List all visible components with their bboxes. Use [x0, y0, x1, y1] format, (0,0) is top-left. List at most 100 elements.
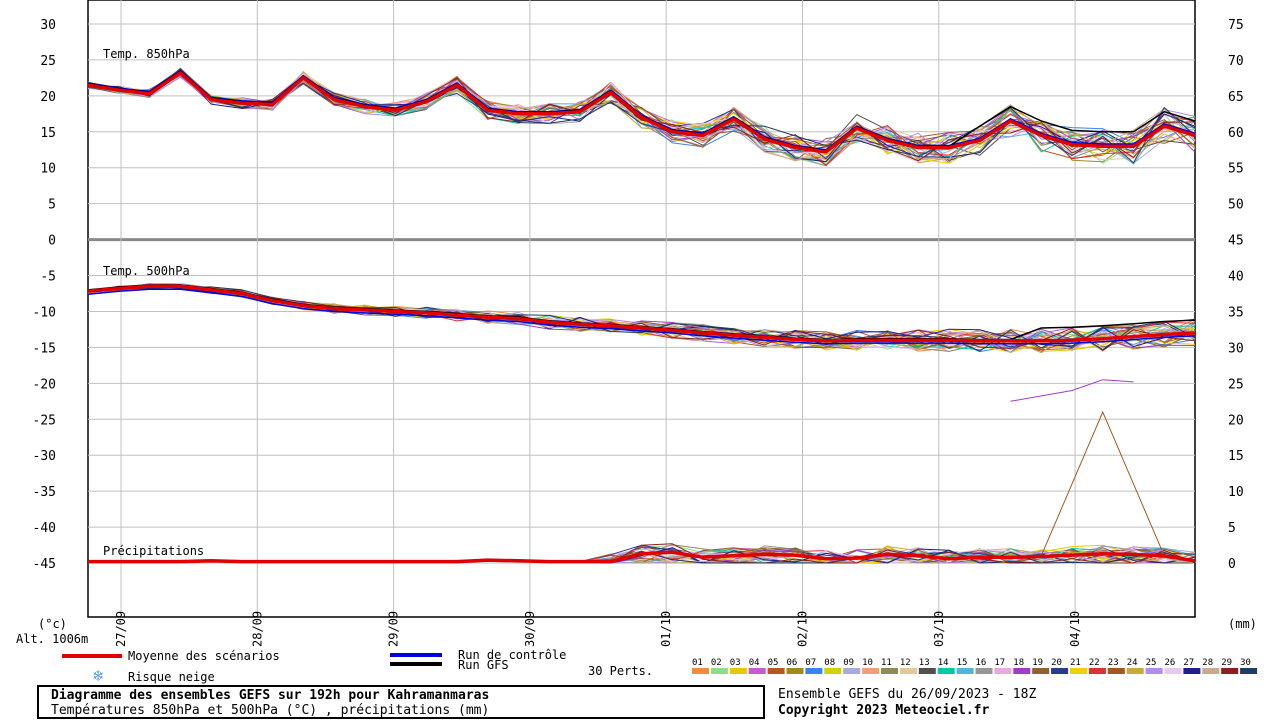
left-tick-label: 5	[48, 198, 56, 213]
perturbation-id-label: 13	[919, 658, 930, 668]
perturbation-swatch	[1070, 668, 1087, 674]
perturbation-id-label: 26	[1165, 658, 1176, 668]
perturbation-id-label: 18	[1013, 658, 1024, 668]
perturbation-id-label: 15	[957, 658, 968, 668]
right-unit-label: (mm)	[1228, 617, 1257, 631]
chart-subtitle: Températures 850hPa et 500hPa (°C) , pré…	[51, 703, 490, 718]
perturbation-id-label: 09	[843, 658, 854, 668]
perturbation-id-label: 29	[1221, 658, 1232, 668]
date-label: 28/09	[250, 611, 264, 647]
perturbation-swatch	[899, 668, 917, 674]
plot-frame	[87, 0, 1196, 618]
perturbation-low-line	[1010, 379, 1134, 402]
left-tick-label: -40	[33, 521, 56, 536]
left-unit-label: (°c)	[38, 617, 67, 631]
precip-mean-line	[88, 550, 1196, 564]
perturbation-id-label: 02	[711, 658, 722, 668]
perturbation-t500-line	[87, 286, 1196, 352]
perturbation-id-label: 12	[900, 658, 911, 668]
right-tick-label: 60	[1228, 126, 1244, 141]
perturbation-swatch	[918, 668, 936, 674]
right-tick-label: 5	[1228, 521, 1236, 536]
perturbation-t850-line	[87, 72, 1196, 153]
perturbation-swatch	[805, 668, 823, 674]
perturbation-t850-line	[87, 68, 1196, 162]
perturbation-swatch	[1088, 668, 1106, 674]
perturbation-swatch	[729, 668, 747, 674]
right-tick-label: 15	[1228, 449, 1244, 464]
perturbation-id-label: 22	[1089, 658, 1100, 668]
perturbation-swatch	[1051, 668, 1069, 674]
left-axis-ticks: 30 25 20 15 10 5 0 -5 -10 -15 -20 -25 -30 -35 -40 -45	[33, 18, 56, 572]
perturbation-swatch	[692, 668, 709, 674]
date-label: 30/09	[523, 611, 537, 647]
left-tick-label: 10	[40, 162, 56, 177]
snow-icon: ❄	[92, 667, 105, 685]
perturbation-swatch	[1202, 668, 1220, 674]
left-tick-label: -20	[33, 377, 56, 392]
date-label: 03/10	[932, 611, 946, 647]
left-tick-label: -10	[33, 305, 56, 320]
perturbation-id-label: 04	[749, 658, 760, 668]
gfs-t850-line	[87, 70, 1196, 152]
t850-mean-line	[87, 71, 1196, 154]
perturbation-id-label: 27	[1183, 658, 1194, 668]
perturbation-swatch	[767, 668, 785, 674]
legend-gfs-label: Run GFS	[458, 658, 509, 672]
date-label: 29/09	[387, 611, 401, 647]
perturbation-swatch	[843, 668, 861, 674]
right-tick-label: 10	[1228, 485, 1244, 500]
control-t850-line	[87, 69, 1196, 151]
perturbation-swatch	[994, 668, 1012, 674]
right-tick-label: 35	[1228, 305, 1244, 320]
perturbation-id-label: 21	[1070, 658, 1081, 668]
left-tick-label: 15	[40, 126, 56, 141]
perturbation-id-label: 16	[976, 658, 987, 668]
perturbation-id-label: 14	[938, 658, 949, 668]
left-tick-label: -15	[33, 341, 56, 356]
perturbation-id-label: 28	[1202, 658, 1213, 668]
perturbation-swatch	[786, 668, 804, 674]
perturbation-swatch	[956, 668, 974, 674]
perturbation-id-label: 05	[768, 658, 779, 668]
left-tick-label: -30	[33, 449, 56, 464]
perturbation-swatch	[975, 668, 993, 674]
perturbation-id-label: 17	[994, 658, 1005, 668]
perturbation-swatch	[1240, 668, 1258, 674]
legend-perts-label: 30 Perts.	[588, 664, 653, 678]
left-tick-label: -45	[33, 557, 56, 572]
perturbation-id-label: 19	[1032, 658, 1043, 668]
perturbation-swatch	[881, 668, 898, 674]
panel-label-t500: Temp. 500hPa	[103, 264, 190, 278]
t500-mean-line	[87, 284, 1196, 343]
perturbation-id-label: 08	[824, 658, 835, 668]
right-tick-label: 20	[1228, 413, 1244, 428]
right-tick-label: 50	[1228, 198, 1244, 213]
left-tick-label: 25	[40, 54, 56, 69]
perturbation-swatch	[748, 668, 766, 674]
perturbation-id-label: 11	[881, 658, 892, 668]
right-tick-label: 45	[1228, 234, 1244, 249]
control-t500-line	[87, 288, 1196, 345]
panel-label-t850: Temp. 850hPa	[103, 47, 190, 61]
perturbation-id-label: 23	[1108, 658, 1119, 668]
perturbation-id-label: 25	[1146, 658, 1157, 668]
perturbation-id-label: 07	[805, 658, 816, 668]
panel-label-precip: Précipitations	[103, 544, 204, 558]
left-tick-label: 20	[40, 90, 56, 105]
date-label: 27/09	[114, 611, 128, 647]
perturbation-id-label: 10	[862, 658, 873, 668]
perturbation-swatch	[1013, 668, 1031, 674]
perturbation-id-label: 20	[1051, 658, 1062, 668]
left-tick-label: -25	[33, 413, 56, 428]
perturbation-swatch	[1164, 668, 1182, 674]
perturbation-id-label: 03	[730, 658, 741, 668]
precip-peak-line	[1040, 410, 1165, 557]
legend-mean-label: Moyenne des scénarios	[128, 649, 280, 663]
perturbation-swatch	[824, 668, 842, 674]
date-label: 01/10	[659, 611, 673, 647]
legend-control-label: Run de contrôle	[458, 648, 566, 662]
title-box: Diagramme des ensembles GEFS sur 192h po…	[37, 685, 765, 719]
chart-grid	[87, 0, 1196, 618]
